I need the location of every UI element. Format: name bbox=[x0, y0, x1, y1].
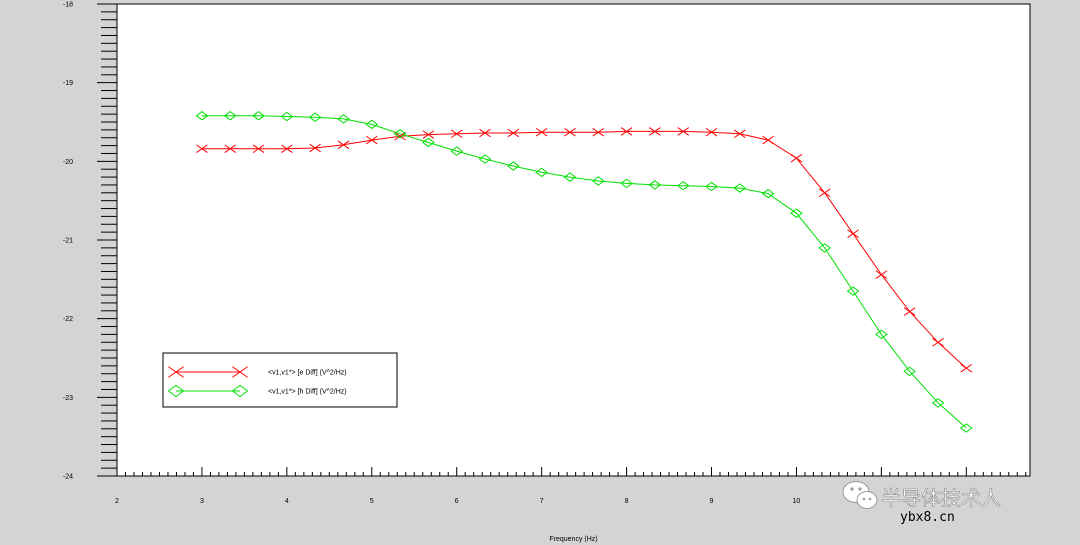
data-point bbox=[394, 131, 406, 141]
y-tick-label: -23 bbox=[63, 395, 73, 402]
legend-marker bbox=[232, 366, 248, 378]
data-point bbox=[564, 127, 576, 137]
series-markers bbox=[195, 110, 973, 433]
x-tick-label: 5 bbox=[370, 498, 374, 505]
x-tick-label: 9 bbox=[710, 498, 714, 505]
legend-label: <v1,v1*> [h Diff] (V^2/Hz) bbox=[268, 389, 347, 396]
data-point bbox=[620, 127, 633, 136]
watermark: 半导体技术人 ybx8.cn bbox=[842, 481, 1001, 525]
x-tick-label: 8 bbox=[625, 498, 629, 505]
data-point bbox=[252, 110, 265, 121]
x-tick-label: 3 bbox=[200, 498, 204, 505]
x-tick-label: 4 bbox=[285, 498, 289, 505]
data-point bbox=[337, 114, 350, 124]
data-point bbox=[705, 181, 718, 192]
legend-label: <v1,v1*> [e Diff] (V^2/Hz) bbox=[268, 370, 347, 377]
axis-ticks bbox=[97, 3, 1027, 477]
data-point bbox=[620, 178, 633, 189]
data-point bbox=[308, 112, 322, 123]
data-point bbox=[875, 329, 888, 340]
data-point bbox=[196, 144, 208, 154]
watermark-text: 半导体技术人 bbox=[881, 486, 1001, 510]
data-point bbox=[478, 154, 492, 164]
data-point bbox=[903, 307, 916, 316]
data-point bbox=[676, 180, 690, 191]
data-point bbox=[903, 366, 916, 377]
data-point bbox=[761, 188, 775, 199]
data-point bbox=[535, 127, 548, 137]
data-point bbox=[591, 176, 605, 186]
y-tick-label: -21 bbox=[63, 238, 73, 245]
data-point bbox=[366, 135, 378, 145]
data-point bbox=[535, 167, 548, 178]
data-point bbox=[818, 188, 831, 198]
x-axis-title: Frequency (Hz) bbox=[549, 536, 597, 543]
data-point bbox=[422, 137, 435, 148]
x-tick-label: 7 bbox=[540, 498, 544, 505]
data-point bbox=[507, 161, 520, 171]
data-point bbox=[507, 128, 520, 138]
series-line-0 bbox=[201, 130, 967, 369]
legend-box bbox=[162, 352, 398, 408]
y-tick-label: -18 bbox=[63, 2, 73, 9]
x-tick-label: 6 bbox=[455, 498, 459, 505]
data-point bbox=[450, 129, 463, 139]
data-point bbox=[280, 111, 294, 122]
y-tick-label: -24 bbox=[63, 474, 73, 481]
data-point bbox=[195, 110, 209, 121]
legend: <v1,v1*> [e Diff] (V^2/Hz) <v1,v1*> [h Di… bbox=[162, 352, 398, 408]
data-point bbox=[479, 128, 491, 138]
data-point bbox=[931, 398, 945, 408]
data-point bbox=[875, 270, 888, 279]
data-point bbox=[959, 423, 973, 433]
legend-marker bbox=[168, 366, 184, 378]
y-tick-label: -22 bbox=[63, 316, 73, 323]
data-point bbox=[281, 144, 293, 154]
data-point bbox=[649, 127, 661, 136]
data-point bbox=[224, 144, 236, 154]
data-point bbox=[365, 119, 379, 130]
data-point bbox=[252, 144, 265, 154]
data-point bbox=[450, 146, 464, 156]
legend-marker bbox=[167, 384, 185, 398]
series-line-1 bbox=[201, 115, 967, 429]
x-tick-label: 2 bbox=[115, 498, 119, 505]
legend-marker bbox=[231, 384, 249, 398]
data-point bbox=[734, 129, 746, 139]
x-tick-label: 10 bbox=[793, 498, 801, 505]
data-point bbox=[733, 183, 747, 193]
data-point bbox=[648, 180, 662, 190]
y-tick-label: -19 bbox=[63, 80, 73, 87]
tick-labels: 2 3 4 5 6 7 8 9 10 -24 -23 -22 -21 -20 -19 -18 bbox=[63, 2, 801, 506]
data-point bbox=[818, 243, 832, 253]
data-point bbox=[677, 127, 690, 136]
data-point bbox=[790, 208, 803, 219]
data-point bbox=[790, 153, 803, 163]
watermark-url: ybx8.cn bbox=[900, 510, 955, 525]
data-point bbox=[337, 140, 350, 150]
data-point bbox=[762, 135, 774, 145]
data-point bbox=[309, 143, 321, 153]
data-point bbox=[847, 229, 859, 238]
data-point bbox=[592, 127, 605, 137]
data-point bbox=[223, 110, 237, 121]
data-point bbox=[705, 127, 718, 137]
data-point bbox=[563, 172, 577, 182]
data-point bbox=[393, 129, 407, 139]
series-lines bbox=[201, 115, 967, 429]
wechat-icon bbox=[842, 481, 878, 509]
data-point bbox=[932, 338, 944, 347]
data-point bbox=[960, 363, 973, 373]
data-point bbox=[846, 286, 860, 296]
data-point bbox=[422, 130, 435, 139]
y-tick-label: -20 bbox=[63, 159, 73, 166]
